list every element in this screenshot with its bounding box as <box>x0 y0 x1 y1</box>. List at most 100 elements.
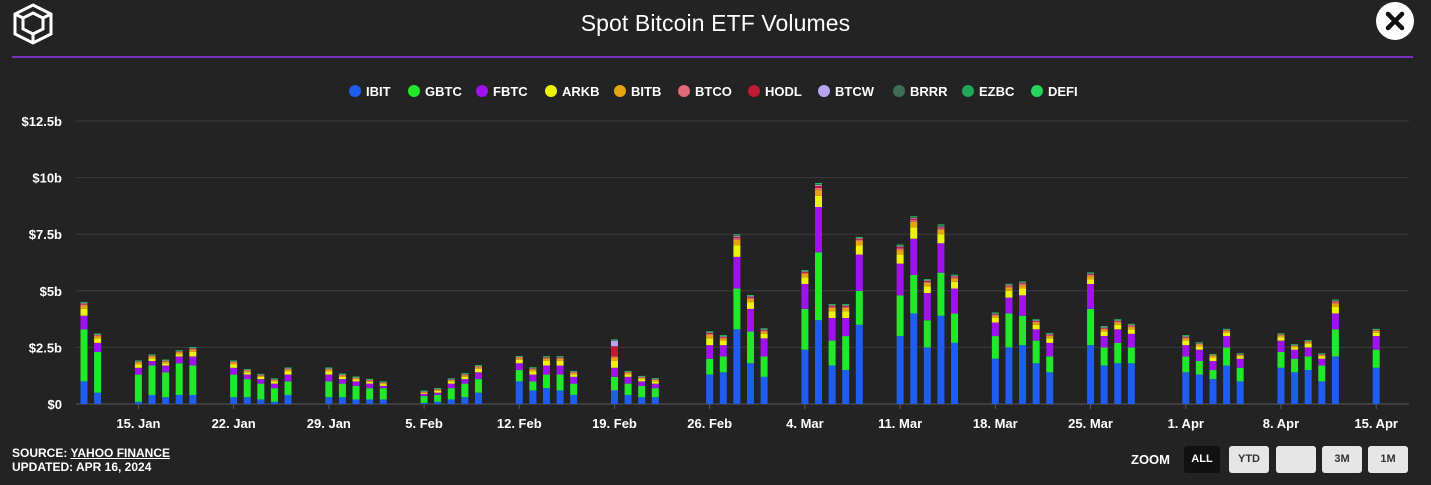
bar-defi-mar-20[interactable] <box>1019 282 1026 283</box>
bar-arkb-jan-25[interactable] <box>271 381 278 383</box>
bar-fbtc-mar-19[interactable] <box>1005 298 1012 314</box>
bar-bitb-mar-26[interactable] <box>1101 329 1108 331</box>
bar-gbtc-apr-5[interactable] <box>1237 368 1244 382</box>
bar-arkb-apr-10[interactable] <box>1305 344 1312 347</box>
bar-hodl-mar-12[interactable] <box>910 219 917 220</box>
zoom-3m-button[interactable]: 3M <box>1322 446 1362 473</box>
bar-btco-mar-20[interactable] <box>1019 284 1026 285</box>
bar-gbtc-feb-16[interactable] <box>570 384 577 395</box>
bar-arkb-feb-20[interactable] <box>625 375 632 377</box>
bar-fbtc-jan-31[interactable] <box>353 381 360 386</box>
bar-defi-apr-2[interactable] <box>1196 342 1203 343</box>
bar-ibit-feb-26[interactable] <box>706 375 713 404</box>
legend-item-arkb[interactable]: ARKB <box>545 84 600 99</box>
bar-gbtc-apr-11[interactable] <box>1318 366 1325 382</box>
bar-defi-mar-25[interactable] <box>1087 272 1094 273</box>
bar-defi-mar-15[interactable] <box>951 275 958 276</box>
bar-fbtc-jan-23[interactable] <box>244 375 251 380</box>
bar-btco-mar-6[interactable] <box>829 307 836 308</box>
bar-gbtc-jan-29[interactable] <box>325 381 332 397</box>
bar-gbtc-mar-18[interactable] <box>992 336 999 359</box>
bar-bitb-mar-13[interactable] <box>924 283 931 286</box>
bar-arkb-feb-5[interactable] <box>421 393 428 394</box>
bar-gbtc-feb-20[interactable] <box>625 384 632 395</box>
bar-btco-mar-18[interactable] <box>992 315 999 316</box>
bar-brrr-mar-5[interactable] <box>815 184 822 185</box>
bar-arkb-mar-6[interactable] <box>829 311 836 318</box>
bar-ibit-feb-27[interactable] <box>720 372 727 404</box>
bar-gbtc-feb-21[interactable] <box>638 386 645 397</box>
bar-bitb-mar-28[interactable] <box>1128 327 1135 329</box>
legend-item-ibit[interactable]: IBIT <box>349 84 391 99</box>
bar-arkb-jan-16[interactable] <box>149 358 156 361</box>
bar-arkb-mar-25[interactable] <box>1087 279 1094 284</box>
bar-ibit-apr-1[interactable] <box>1182 372 1189 404</box>
bar-defi-mar-5[interactable] <box>815 183 822 184</box>
bar-ibit-mar-19[interactable] <box>1005 347 1012 404</box>
bar-bitb-feb-14[interactable] <box>543 359 550 361</box>
bar-arkb-mar-13[interactable] <box>924 286 931 293</box>
bar-arkb-feb-2[interactable] <box>380 384 387 386</box>
bar-btco-mar-27[interactable] <box>1114 322 1121 323</box>
bar-bitb-jan-12[interactable] <box>94 336 101 338</box>
bar-gbtc-jan-22[interactable] <box>230 375 237 398</box>
bar-bitb-feb-8[interactable] <box>461 375 468 377</box>
bar-fbtc-feb-21[interactable] <box>638 381 645 386</box>
bar-bitb-apr-5[interactable] <box>1237 355 1244 356</box>
bar-fbtc-apr-10[interactable] <box>1305 347 1312 356</box>
bar-ibit-apr-3[interactable] <box>1209 379 1216 404</box>
bar-defi-mar-12[interactable] <box>910 216 917 217</box>
bar-arkb-feb-22[interactable] <box>652 381 659 383</box>
bar-bitb-apr-4[interactable] <box>1223 331 1230 333</box>
bar-bitb-apr-11[interactable] <box>1318 355 1325 356</box>
bar-ibit-mar-5[interactable] <box>815 320 822 404</box>
bar-ibit-feb-6[interactable] <box>434 402 441 404</box>
bar-fbtc-mar-11[interactable] <box>897 264 904 296</box>
bar-arkb-feb-27[interactable] <box>720 341 727 346</box>
bar-fbtc-jan-11[interactable] <box>81 316 88 330</box>
bar-bitb-feb-22[interactable] <box>652 380 659 381</box>
bar-arkb-feb-16[interactable] <box>570 375 577 377</box>
bar-arkb-mar-18[interactable] <box>992 318 999 323</box>
bar-gbtc-feb-27[interactable] <box>720 356 727 372</box>
bar-defi-jan-19[interactable] <box>189 347 196 348</box>
bar-ibit-mar-14[interactable] <box>937 316 944 404</box>
bar-ibit-feb-2[interactable] <box>380 399 387 404</box>
bar-arkb-mar-27[interactable] <box>1114 325 1121 330</box>
bar-arkb-mar-5[interactable] <box>815 196 822 207</box>
bar-gbtc-jan-15[interactable] <box>135 375 142 402</box>
bar-gbtc-mar-21[interactable] <box>1033 341 1040 364</box>
legend-item-defi[interactable]: DEFI <box>1031 84 1078 99</box>
legend-item-hodl[interactable]: HODL <box>748 84 802 99</box>
bar-defi-mar-14[interactable] <box>937 224 944 225</box>
legend-item-btcw[interactable]: BTCW <box>818 84 875 99</box>
bar-ibit-apr-2[interactable] <box>1196 375 1203 404</box>
bar-bitb-mar-18[interactable] <box>992 316 999 318</box>
bar-ibit-jan-31[interactable] <box>353 399 360 404</box>
bar-bitb-feb-21[interactable] <box>638 378 645 379</box>
bar-gbtc-apr-10[interactable] <box>1305 356 1312 370</box>
bar-fbtc-mar-14[interactable] <box>937 243 944 272</box>
bar-bitb-feb-13[interactable] <box>529 369 536 371</box>
bar-ibit-mar-28[interactable] <box>1128 363 1135 404</box>
bar-arkb-apr-9[interactable] <box>1291 347 1298 349</box>
bar-btco-feb-29[interactable] <box>747 298 754 299</box>
bar-arkb-mar-20[interactable] <box>1019 289 1026 296</box>
bar-brrr-mar-11[interactable] <box>897 246 904 247</box>
bar-defi-apr-15[interactable] <box>1373 329 1380 330</box>
bar-fbtc-apr-3[interactable] <box>1209 361 1216 370</box>
bar-gbtc-jan-25[interactable] <box>271 388 278 402</box>
bar-gbtc-apr-2[interactable] <box>1196 361 1203 375</box>
bar-fbtc-mar-7[interactable] <box>842 318 849 336</box>
bar-ibit-mar-6[interactable] <box>829 366 836 404</box>
bar-fbtc-mar-27[interactable] <box>1114 329 1121 343</box>
bar-ibit-apr-8[interactable] <box>1277 368 1284 404</box>
bar-gbtc-apr-3[interactable] <box>1209 370 1216 379</box>
bar-gbtc-jan-18[interactable] <box>176 363 183 395</box>
bar-arkb-mar-12[interactable] <box>910 227 917 238</box>
bar-fbtc-feb-28[interactable] <box>733 257 740 289</box>
bar-defi-feb-16[interactable] <box>570 371 577 372</box>
bar-ibit-mar-26[interactable] <box>1101 366 1108 404</box>
bar-bitb-jan-19[interactable] <box>189 350 196 352</box>
bar-bitb-jan-15[interactable] <box>135 363 142 365</box>
